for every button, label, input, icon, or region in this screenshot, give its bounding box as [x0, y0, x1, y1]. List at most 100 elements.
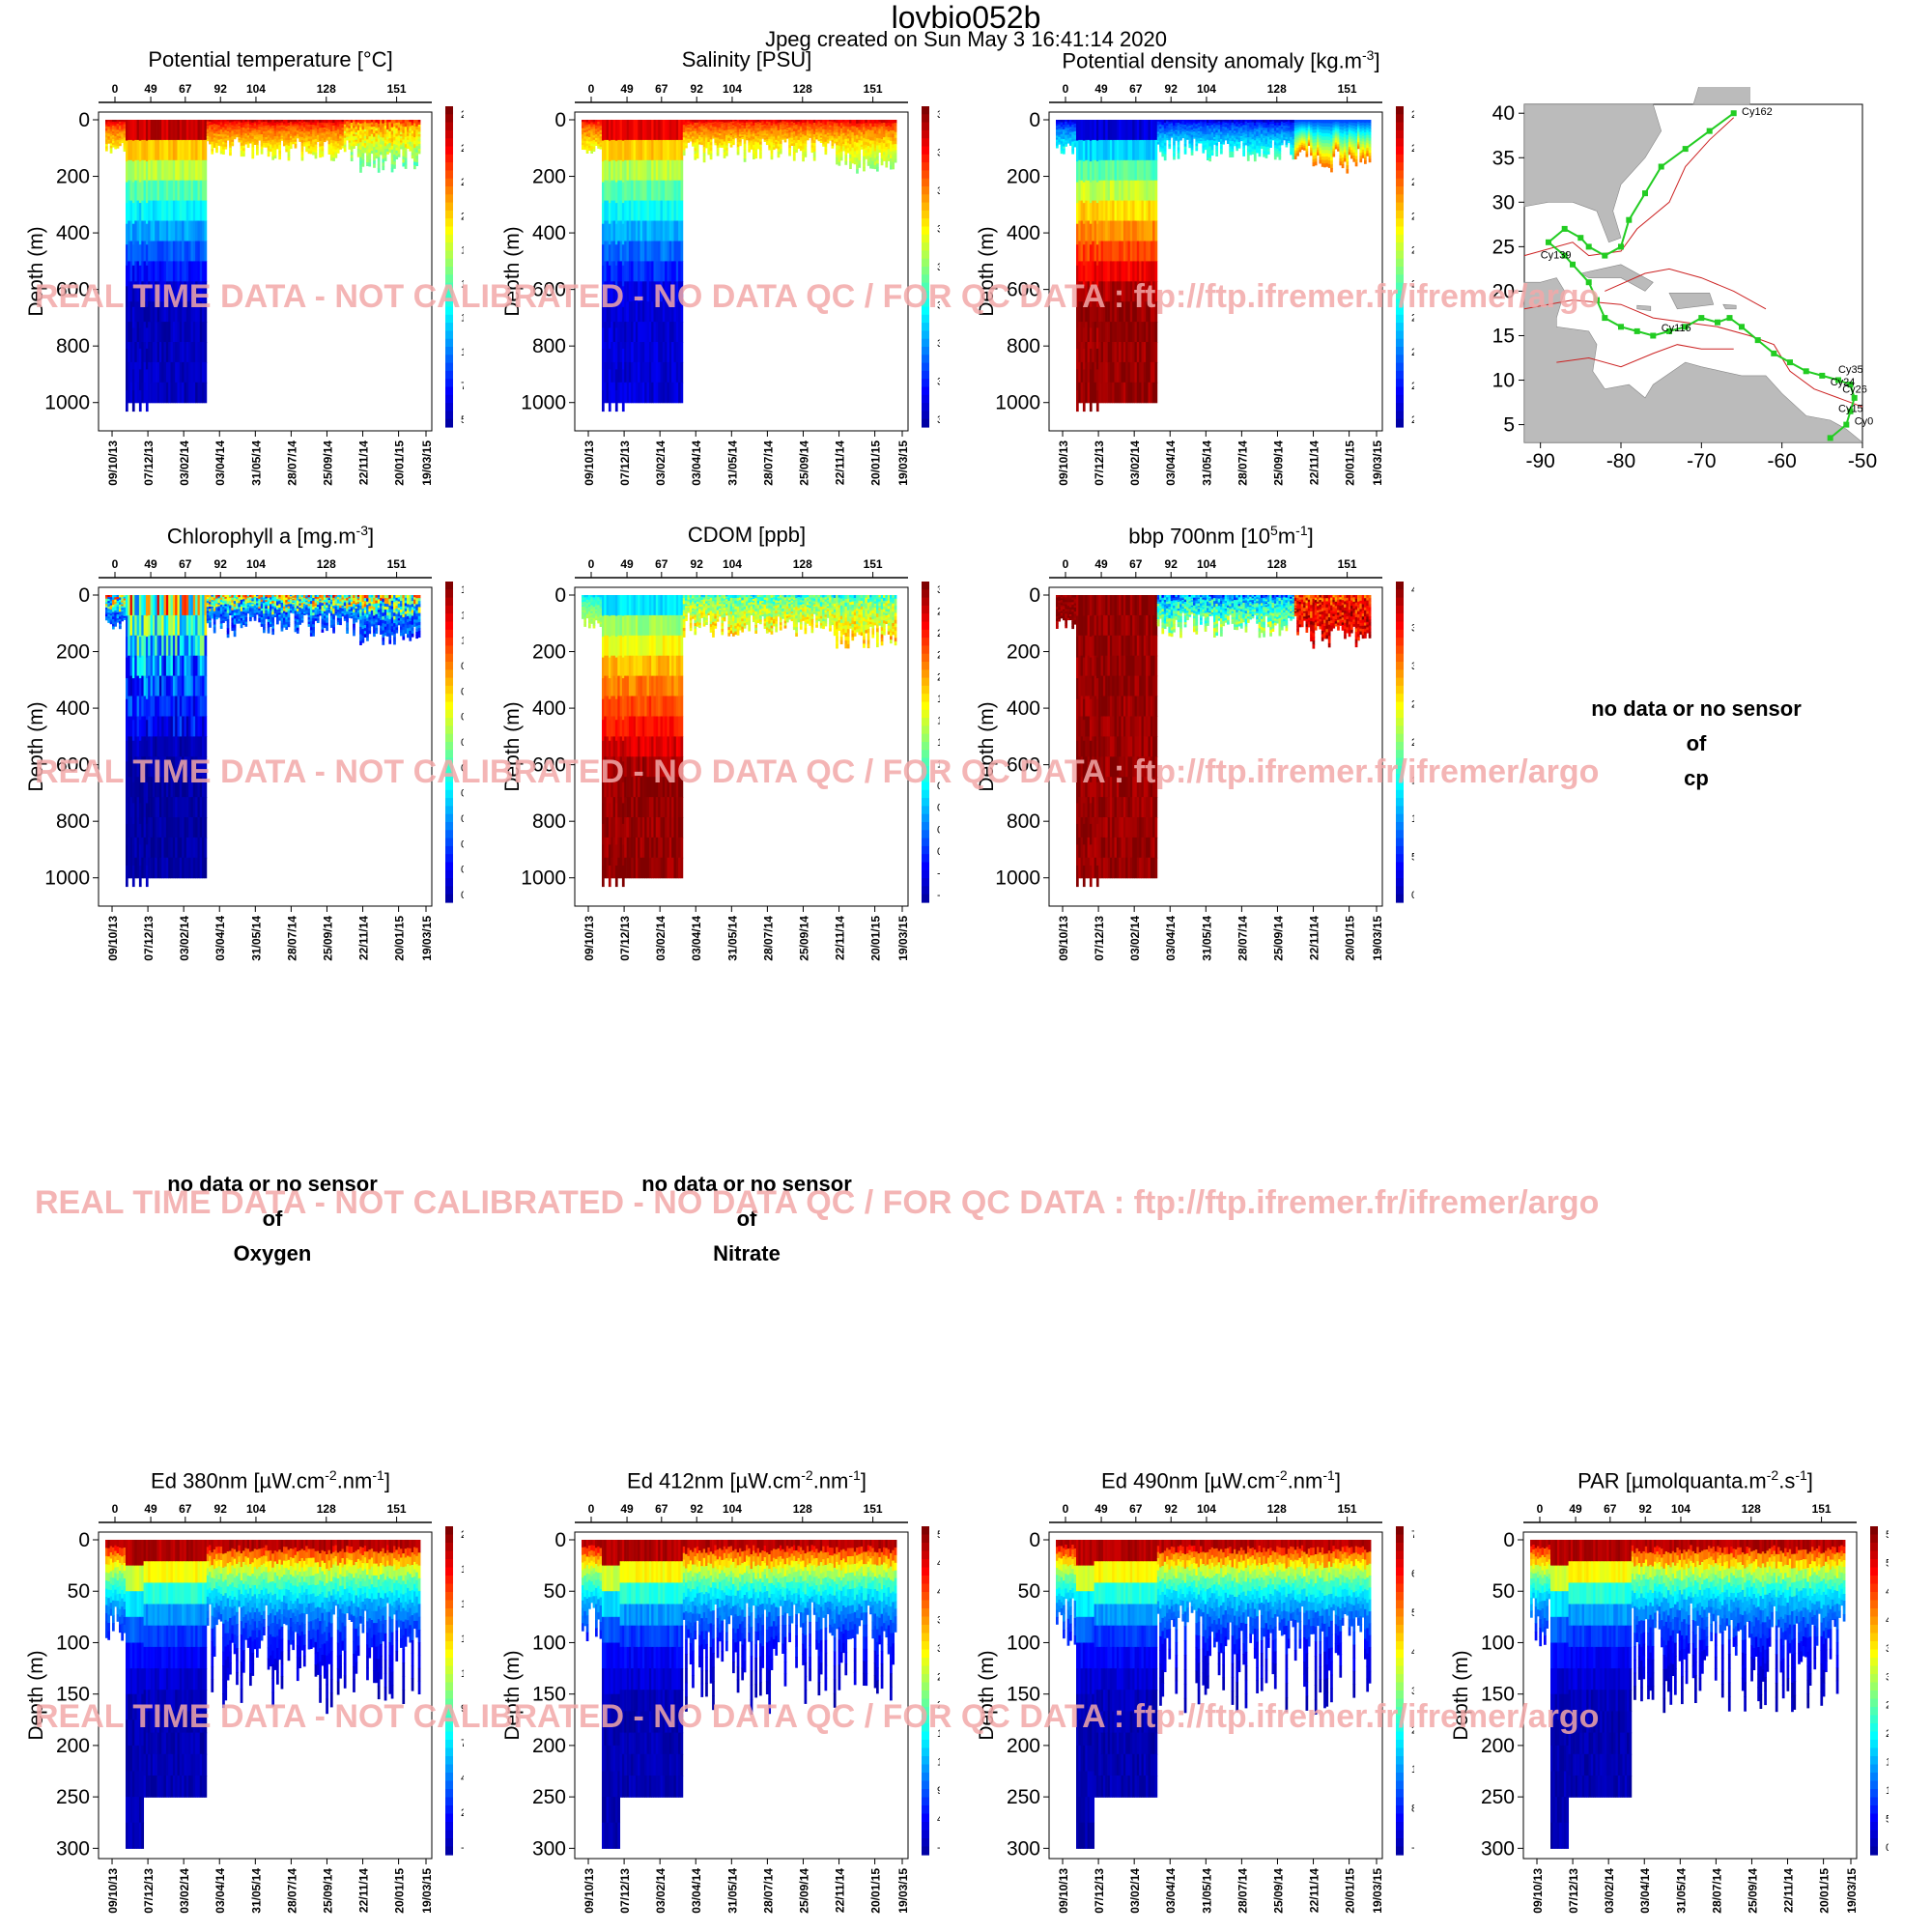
- heatmap-cell: [658, 220, 661, 242]
- heatmap-cell: [641, 241, 645, 262]
- heatmap-cell: [209, 134, 212, 138]
- heatmap-cell: [1139, 139, 1142, 161]
- heatmap-cell: [134, 261, 138, 282]
- heatmap-cell: [810, 135, 814, 139]
- heatmap-cell: [831, 128, 835, 130]
- heatmap-cell: [788, 145, 791, 149]
- heatmap-cell: [644, 361, 647, 384]
- heatmap-cell: [1152, 159, 1155, 182]
- heatmap-cell: [833, 126, 837, 129]
- heatmap-cell: [781, 125, 784, 128]
- heatmap-cell: [1173, 136, 1176, 140]
- heatmap-cell: [219, 120, 223, 124]
- heatmap-cell: [797, 142, 801, 145]
- heatmap-cell: [878, 150, 882, 153]
- heatmap-cell: [1092, 220, 1095, 242]
- heatmap-cell: [300, 154, 304, 158]
- heatmap-cell: [384, 131, 387, 135]
- heatmap-cell: [370, 128, 374, 132]
- heatmap-cell: [278, 122, 282, 127]
- heatmap-cell: [648, 342, 652, 363]
- heatmap-cell: [673, 120, 677, 141]
- heatmap-cell: [631, 139, 634, 161]
- heatmap-cell: [271, 139, 275, 144]
- heatmap-cell: [411, 144, 414, 148]
- heatmap-cell: [1150, 261, 1153, 282]
- heatmap-cell: [1156, 131, 1160, 134]
- heatmap-cell: [377, 130, 381, 136]
- heatmap-cell: [156, 241, 160, 262]
- colorbar-tick-label: 25: [461, 143, 464, 155]
- heatmap-cell: [863, 159, 866, 164]
- heatmap-cell: [842, 134, 845, 138]
- heatmap-cell: [641, 200, 645, 222]
- heatmap-cell: [150, 220, 154, 242]
- heatmap-cell: [750, 128, 753, 131]
- heatmap-cell: [136, 261, 140, 282]
- heatmap-cell: [206, 123, 210, 126]
- heatmap-cell: [741, 127, 745, 128]
- heatmap-cell: [267, 143, 270, 147]
- colorbar-swatch: [445, 370, 453, 380]
- heatmap-cell: [817, 126, 821, 128]
- heatmap-cell: [145, 140, 149, 162]
- heatmap-cell: [631, 322, 634, 343]
- heatmap-cell: [788, 137, 791, 141]
- heatmap-cell: [267, 151, 270, 155]
- heatmap-cell: [1121, 200, 1124, 222]
- heatmap-cell: [756, 138, 760, 141]
- heatmap-cell: [233, 131, 237, 134]
- heatmap-cell: [685, 143, 688, 147]
- heatmap-cell: [1073, 140, 1077, 144]
- heatmap-cell: [869, 154, 872, 158]
- heatmap-cell: [702, 156, 706, 160]
- heatmap-cell: [721, 131, 724, 134]
- heatmap-cell: [292, 121, 296, 125]
- cycle-tick-label: 49: [620, 82, 634, 96]
- heatmap-cell: [779, 125, 782, 128]
- heatmap-cell: [314, 122, 318, 127]
- heatmap-cell: [283, 121, 286, 125]
- heatmap-cell: [792, 143, 796, 147]
- heatmap-cell: [723, 147, 726, 151]
- heatmap-cell: [729, 124, 733, 127]
- heatmap-cell: [1154, 342, 1158, 363]
- heatmap-cell: [1127, 159, 1131, 182]
- heatmap-cell: [790, 139, 794, 143]
- heatmap-cell: [353, 133, 355, 137]
- heatmap-cell: [696, 128, 699, 131]
- heatmap-cell: [858, 154, 862, 158]
- heatmap-cell: [878, 122, 882, 126]
- heatmap-cell: [714, 139, 718, 142]
- heatmap-cell: [327, 144, 331, 148]
- heatmap-cell: [739, 143, 742, 147]
- heatmap-cell: [694, 154, 697, 157]
- heatmap-cell: [833, 131, 837, 134]
- heatmap-cell: [215, 122, 218, 126]
- heatmap-cell: [1154, 220, 1158, 242]
- heatmap-cell: [639, 301, 643, 323]
- heatmap-cell: [638, 159, 640, 182]
- heatmap-cell: [329, 139, 333, 144]
- heatmap-cell: [725, 120, 728, 124]
- heatmap-cell: [831, 126, 835, 128]
- heatmap-cell: [673, 220, 677, 242]
- heatmap-cell: [1092, 322, 1095, 343]
- heatmap-cell: [1134, 361, 1138, 384]
- heatmap-cell: [739, 138, 742, 141]
- heatmap-cell: [188, 301, 191, 323]
- heatmap-cell: [1092, 241, 1095, 262]
- heatmap-cell: [849, 120, 852, 125]
- heatmap-cell: [1159, 137, 1162, 141]
- heatmap-cell: [732, 135, 735, 138]
- heatmap-cell: [168, 301, 171, 323]
- heatmap-cell: [696, 136, 699, 140]
- heatmap-cell: [114, 138, 118, 141]
- heatmap-cell: [829, 131, 832, 134]
- heatmap-cell: [402, 126, 406, 130]
- heatmap-cell: [624, 200, 627, 222]
- heatmap-cell: [714, 142, 718, 146]
- heatmap-cell: [184, 241, 187, 262]
- colorbar-swatch: [445, 298, 453, 308]
- heatmap-cell: [1125, 220, 1128, 242]
